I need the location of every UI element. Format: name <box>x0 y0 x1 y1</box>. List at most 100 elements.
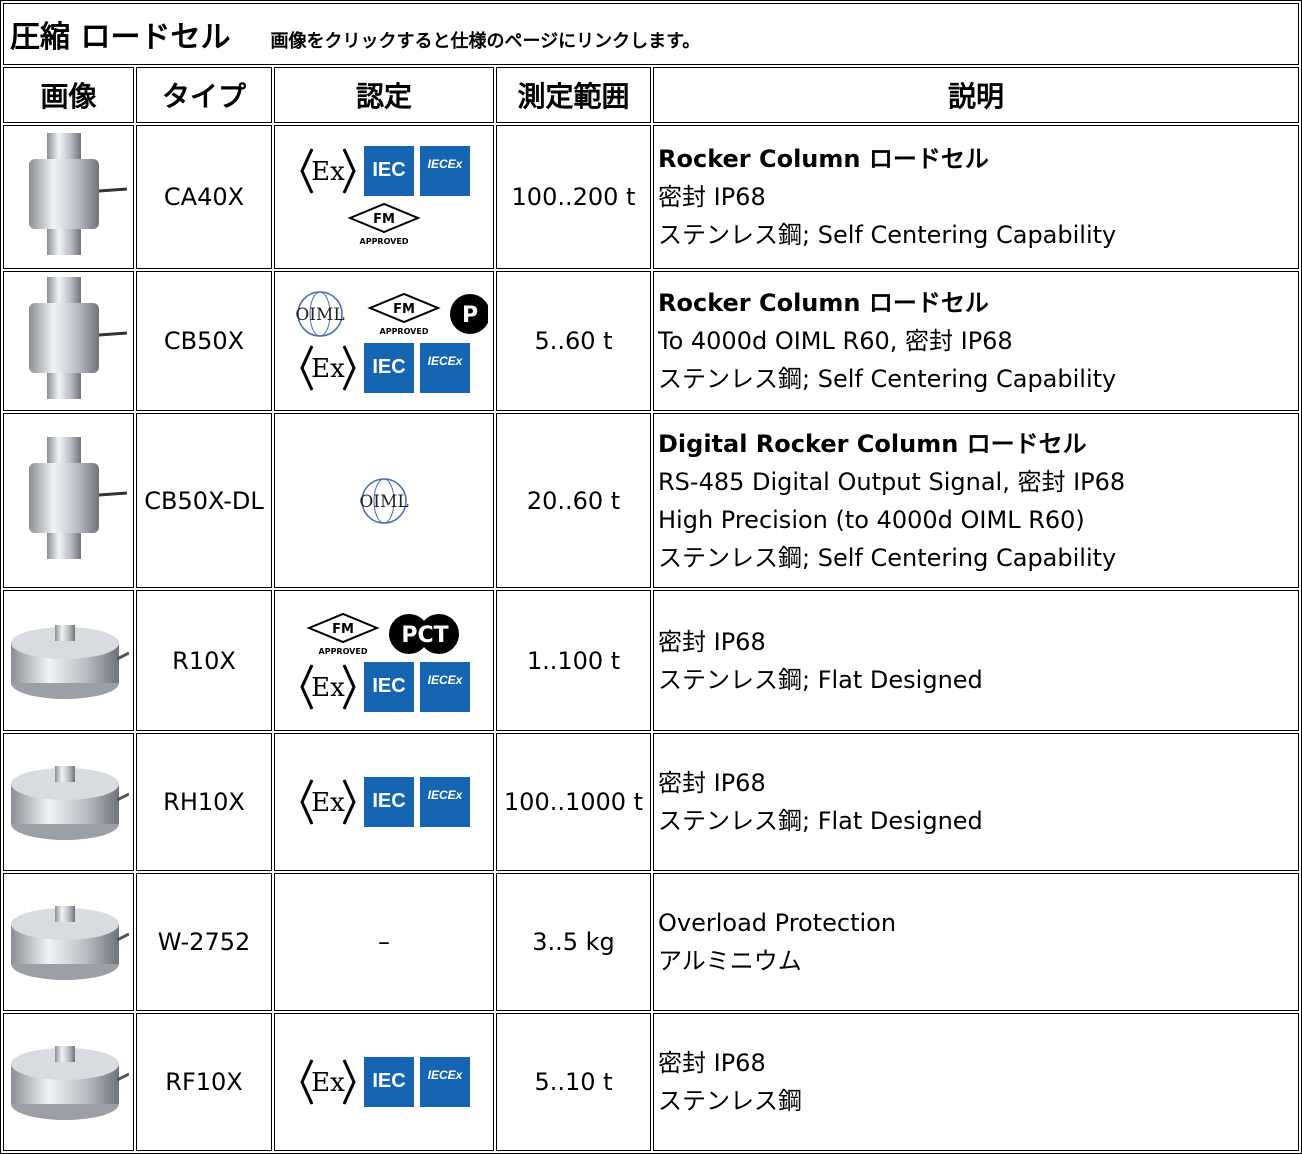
description-line: ステンレス鋼; Self Centering Capability <box>658 221 1117 249</box>
iecex-logo: IECEx <box>420 777 470 827</box>
iecex-logo: IECEx <box>420 146 470 196</box>
puck-button <box>54 1046 75 1062</box>
product-image <box>10 624 130 699</box>
image-cell[interactable] <box>3 125 134 269</box>
title-cell: 圧縮 ロードセル 画像をクリックすると仕様のページにリンクします。 <box>3 3 1299 65</box>
cable <box>115 932 130 942</box>
cert-cell: Ex IEC IECEx <box>274 1013 494 1151</box>
ex-frame <box>300 345 356 391</box>
image-cell[interactable] <box>3 413 134 588</box>
logo-box <box>420 146 470 196</box>
description-cell: 密封 IP68 ステンレス鋼; Flat Designed <box>653 590 1299 731</box>
cell-top <box>46 436 81 463</box>
description-line: ステンレス鋼; Flat Designed <box>658 665 983 694</box>
description-heading: Rocker Column ロードセル <box>658 145 989 173</box>
fm-logo: FM APPROVED <box>347 202 421 246</box>
iecex-logo: IECEx <box>420 1057 470 1107</box>
gost-text: PCT <box>401 623 448 648</box>
type-cell: CB50X <box>136 271 272 411</box>
title-row: 圧縮 ロードセル 画像をクリックすると仕様のページにリンクします。 <box>3 3 1299 65</box>
cable <box>98 491 127 496</box>
cable <box>115 651 130 660</box>
description-line: RS-485 Digital Output Signal, 密封 IP68 <box>658 467 1126 496</box>
logo-box <box>420 661 470 712</box>
gost-text: P <box>462 303 478 328</box>
cable <box>115 792 130 802</box>
range-cell: 5..10 t <box>496 1013 651 1151</box>
ex-logo: Ex <box>300 663 356 710</box>
product-image <box>28 436 127 559</box>
ex-text: Ex <box>311 673 345 703</box>
fm-logo: FM APPROVED <box>306 612 380 656</box>
cable <box>98 187 127 193</box>
iec-logo: IEC <box>364 146 414 196</box>
fm-note: APPROVED <box>360 237 409 246</box>
ex-frame <box>300 148 356 194</box>
ex-text: Ex <box>311 354 345 384</box>
globe-meridian <box>309 291 331 337</box>
fm-text: FM <box>373 212 395 227</box>
logo-text: IEC <box>372 356 405 378</box>
column-header: 画像 <box>3 67 134 123</box>
type-cell: CA40X <box>136 125 272 269</box>
description-cell: Rocker Column ロードセル 密封 IP68 ステンレス鋼; Self C… <box>653 125 1299 269</box>
gost-logo: P <box>450 294 490 334</box>
description-line: To 4000d OIML R60, 密封 IP68 <box>658 327 1013 355</box>
logo-text: IECEx <box>428 157 464 171</box>
fm-logo: FM APPROVED <box>367 292 441 336</box>
image-cell[interactable] <box>3 733 134 871</box>
description-heading: Rocker Column ロードセル <box>658 289 989 317</box>
range-cell: 5..60 t <box>496 271 651 411</box>
image-cell[interactable] <box>3 271 134 411</box>
cert-cell: – <box>274 873 494 1011</box>
description-cell: 密封 IP68 ステンレス鋼; Flat Designed <box>653 733 1299 871</box>
puck-top <box>10 768 119 800</box>
logo-text: IECEx <box>428 673 464 687</box>
type-cell: RH10X <box>136 733 272 871</box>
image-cell[interactable] <box>3 1013 134 1151</box>
cell-bottom <box>46 229 81 255</box>
description-line: 密封 IP68 <box>658 1049 766 1077</box>
description-line: ステンレス鋼; Self Centering Capability <box>658 365 1117 393</box>
fm-diamond <box>347 202 421 234</box>
ex-logo: Ex <box>300 1059 356 1105</box>
product-row: RF10X Ex IEC IECEx 5..10 t 密封 IP68 ステンレス鋼 <box>3 1013 1299 1151</box>
description-line: 密封 IP68 <box>658 769 766 797</box>
logo-box <box>364 661 414 712</box>
iec-logo: IEC <box>364 661 414 712</box>
fm-diamond <box>306 612 380 643</box>
product-row: CA40X Ex IEC IECEx FM APPROVED 100..200 t Rocke… <box>3 125 1299 269</box>
iec-logo: IEC <box>364 343 414 393</box>
description-cell: Overload Protection アルミニウム <box>653 873 1299 1011</box>
range-cell: 100..1000 t <box>496 733 651 871</box>
globe-meridian <box>373 478 395 523</box>
iecex-logo: IECEx <box>420 343 470 393</box>
logo-box <box>364 343 414 393</box>
product-row: W-2752 – 3..5 kg Overload Protection アルミニウム <box>3 873 1299 1011</box>
product-row: RH10X Ex IEC IECEx 100..1000 t 密封 IP68 ステンレス鋼;… <box>3 733 1299 871</box>
column-header: 測定範囲 <box>496 67 651 123</box>
logo-box <box>420 777 470 827</box>
product-image <box>10 766 130 840</box>
oiml-text: OIML <box>359 492 408 512</box>
product-image <box>28 133 127 255</box>
description-cell: 密封 IP68 ステンレス鋼 <box>653 1013 1299 1151</box>
description-line: アルミニウム <box>658 947 802 975</box>
gost-logo: PCT <box>389 613 459 654</box>
oiml-text: OIML <box>295 305 344 325</box>
cell-body <box>28 462 99 533</box>
product-image <box>10 1046 130 1120</box>
range-cell: 3..5 kg <box>496 873 651 1011</box>
cable <box>98 331 127 337</box>
image-cell[interactable] <box>3 590 134 731</box>
iecex-logo: IECEx <box>420 661 470 712</box>
logo-text: IEC <box>372 675 405 697</box>
product-row: CB50X OIML FM APPROVED P Ex IEC IECEx 5..60 t Roc… <box>3 271 1299 411</box>
image-cell[interactable] <box>3 873 134 1011</box>
puck-top <box>10 626 119 659</box>
product-row: R10X FM APPROVED PCT Ex IEC IECEx 1..100 t 密封 IP… <box>3 590 1299 731</box>
range-cell: 100..200 t <box>496 125 651 269</box>
cell-body <box>28 159 99 229</box>
cell-body <box>28 303 99 373</box>
